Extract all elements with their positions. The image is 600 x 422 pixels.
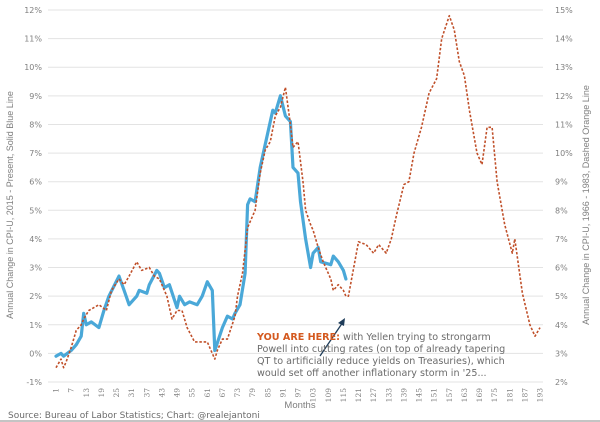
x-tick-label: 139 [399,388,408,403]
x-tick-label: 61 [203,388,212,398]
x-tick-label: 67 [218,388,227,398]
x-tick-label: 13 [82,388,91,398]
annotation-highlight: YOU ARE HERE: [256,332,340,343]
x-tick-label: 7 [67,388,76,393]
right-y-tick-label: 13% [555,63,573,72]
x-tick-label: 103 [309,388,318,403]
left-y-tick-label: 12% [24,6,42,15]
x-tick-label: 163 [460,388,469,403]
right-y-tick-label: 8% [555,206,568,215]
right-y-axis-label: Annual Change in CPI-U, 1966 - 1983, Das… [581,85,591,325]
x-tick-label: 43 [157,388,166,398]
x-tick-label: 151 [430,388,439,402]
x-tick-label: 49 [173,388,182,398]
right-y-tick-label: 3% [555,349,568,358]
x-tick-label: 133 [384,388,393,403]
left-y-axis-ticks: -1% 0% 1% 2% 3% 4% 5% 6% 7% 8% 9% 10% 11% 12% [24,6,42,387]
right-y-tick-label: 2% [555,378,568,387]
left-y-tick-label: 0% [29,349,42,358]
x-tick-label: 127 [369,388,378,403]
arrow-head-icon [338,318,345,326]
left-y-tick-label: 8% [29,120,42,129]
left-y-axis-label: Annual Change in CPI-U, 2015 - Present, … [5,91,15,319]
x-tick-label: 37 [142,388,151,398]
left-y-tick-label: 10% [24,63,42,72]
right-y-tick-label: 11% [555,120,573,129]
x-tick-label: 79 [248,388,257,398]
x-tick-label: 25 [112,388,121,398]
right-y-tick-label: 4% [555,321,568,330]
left-y-tick-label: -1% [26,378,42,387]
x-tick-label: 1 [52,388,61,393]
right-y-tick-label: 6% [555,264,568,273]
left-y-tick-label: 4% [29,235,42,244]
x-tick-label: 31 [127,388,136,398]
left-y-tick-label: 5% [29,206,42,215]
left-y-tick-label: 2% [29,292,42,301]
right-y-tick-label: 14% [555,35,573,44]
orange-dashed-series-line [55,14,541,369]
x-tick-label: 55 [188,388,197,398]
x-tick-label: 109 [324,388,333,403]
x-tick-label: 121 [354,388,363,402]
x-tick-label: 181 [505,388,514,402]
x-axis-label: Months [284,400,315,411]
x-tick-label: 169 [475,388,484,403]
x-tick-label: 19 [97,388,106,398]
annotation-arrow [319,321,344,357]
annotation-line-4: would set off another inflationary storm… [257,368,487,379]
right-y-tick-label: 9% [555,178,568,187]
x-tick-label: 193 [536,388,545,403]
x-tick-label: 115 [339,388,348,403]
right-y-tick-label: 12% [555,92,573,101]
series-lines [54,14,541,369]
right-y-tick-label: 5% [555,292,568,301]
x-tick-label: 85 [263,388,272,398]
blue-solid-series-line [54,94,348,358]
x-tick-label: 91 [278,388,287,398]
x-axis-ticks: 1 7 13 19 25 31 37 43 49 55 61 67 73 79 85 91 97 103 109 11… [52,388,545,403]
left-y-tick-label: 6% [29,178,42,187]
x-tick-label: 97 [294,388,303,398]
right-y-tick-label: 10% [555,149,573,158]
right-y-tick-label: 7% [555,235,568,244]
right-y-tick-label: 15% [555,6,573,15]
x-tick-label: 187 [520,388,529,403]
x-tick-label: 145 [415,388,424,403]
left-y-tick-label: 1% [29,321,42,330]
gridlines [48,9,543,383]
annotation-line-3: QT to artificially reduce yields on Trea… [257,356,505,367]
x-tick-label: 73 [233,388,242,398]
source-note: Source: Bureau of Labor Statistics; Char… [8,411,260,421]
annotation-line-2: Powell into cutting rates (on top of alr… [257,344,505,355]
right-y-axis-ticks: 2% 3% 4% 5% 6% 7% 8% 9% 10% 11% 12% 13% 14% 15% [555,6,573,387]
annotation-line-1: YOU ARE HERE: with Yellen trying to stro… [256,332,491,343]
left-y-tick-label: 9% [29,92,42,101]
left-y-tick-label: 7% [29,149,42,158]
left-y-tick-label: 3% [29,264,42,273]
left-y-tick-label: 11% [24,35,42,44]
x-tick-label: 175 [490,388,499,403]
x-tick-label: 157 [445,388,454,403]
